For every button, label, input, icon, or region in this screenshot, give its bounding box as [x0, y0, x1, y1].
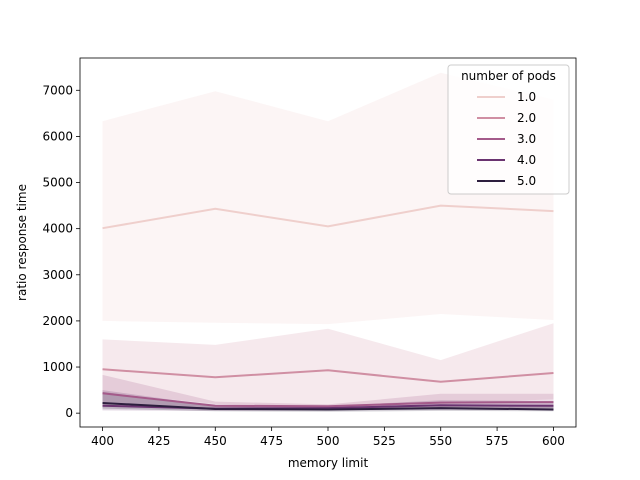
series-line-3.0 — [102, 392, 554, 408]
legend-label-3.0: 3.0 — [517, 132, 536, 146]
legend-label-5.0: 5.0 — [517, 174, 536, 188]
y-tick-label: 6000 — [42, 129, 73, 143]
y-tick-label: 0 — [65, 406, 73, 420]
x-tick-label: 400 — [91, 434, 114, 448]
y-tick-label: 2000 — [42, 314, 73, 328]
y-tick-label: 4000 — [42, 222, 73, 236]
x-axis-ticks: 400 425 450 475 500 525 550 575 600 — [91, 427, 565, 448]
x-tick-label: 500 — [317, 434, 340, 448]
confidence-band-3.0 — [102, 374, 554, 410]
series-line-5.0 — [102, 402, 554, 411]
series-lines — [102, 204, 554, 411]
legend-box — [447, 64, 570, 195]
x-tick-label: 600 — [542, 434, 565, 448]
y-axis-label: ratio response time — [15, 184, 29, 301]
confidence-band-2.0 — [102, 323, 554, 408]
x-tick-label: 450 — [204, 434, 227, 448]
legend-label-2.0: 2.0 — [517, 111, 536, 125]
y-tick-label: 1000 — [42, 360, 73, 374]
y-tick-label: 3000 — [42, 268, 73, 282]
confidence-band-5.0 — [102, 391, 554, 412]
y-tick-label: 5000 — [42, 176, 73, 190]
x-tick-label: 425 — [147, 434, 170, 448]
y-tick-label: 7000 — [42, 83, 73, 97]
y-axis-ticks: 0 1000 2000 3000 4000 5000 6000 7000 — [42, 83, 80, 420]
series-line-1.0 — [102, 204, 554, 230]
legend: number of pods 1.0 2.0 3.0 4.0 5.0 — [447, 64, 570, 195]
x-axis-label: memory limit — [288, 456, 369, 470]
x-tick-label: 575 — [486, 434, 509, 448]
legend-label-1.0: 1.0 — [517, 90, 536, 104]
x-tick-label: 525 — [373, 434, 396, 448]
legend-label-4.0: 4.0 — [517, 153, 536, 167]
x-tick-label: 550 — [429, 434, 452, 448]
legend-title: number of pods — [461, 69, 556, 83]
x-tick-label: 475 — [260, 434, 283, 448]
series-line-2.0 — [102, 368, 554, 383]
confidence-band-1.0 — [102, 72, 554, 325]
